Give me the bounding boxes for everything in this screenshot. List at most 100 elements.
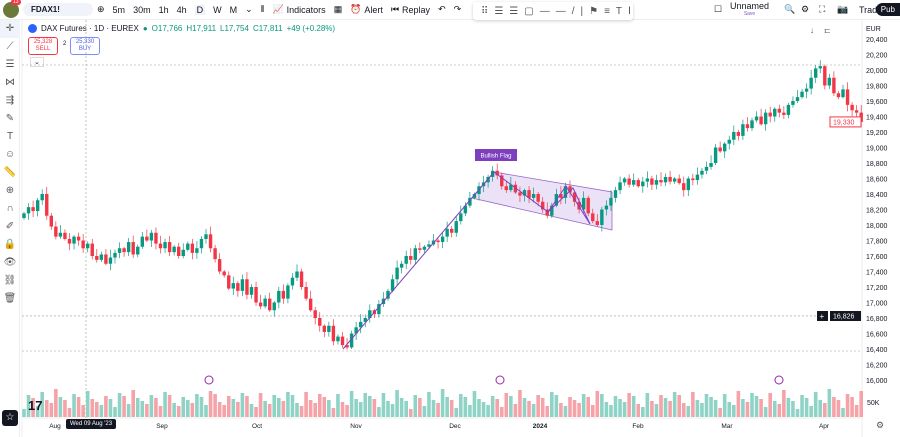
indicators-label: Indicators [286, 4, 326, 15]
emoji-icon[interactable]: ☺ [4, 149, 16, 160]
candle-body [104, 254, 108, 264]
camera-icon[interactable]: 📷 [837, 4, 849, 14]
tradingview-logo[interactable]: 17 [28, 398, 43, 413]
watchlist-star-icon[interactable]: ☆ [2, 410, 18, 426]
brush-icon[interactable]: ✎ [5, 113, 15, 124]
volume-bar [399, 398, 404, 417]
candle-body [40, 194, 44, 201]
text-icon[interactable]: T [6, 131, 14, 142]
candle-body [99, 254, 104, 260]
volume-bar [240, 393, 245, 417]
rectangle-icon[interactable]: ▢ [524, 5, 534, 17]
volume-bar [217, 402, 222, 417]
zoom-icon[interactable]: ⊕ [5, 185, 15, 196]
text-icon[interactable]: T [615, 5, 623, 17]
scroll-down-icon[interactable]: ↓ [810, 26, 814, 35]
indicators-button[interactable]: 📈 Indicators [272, 4, 325, 15]
parallel-channel-icon[interactable]: ☰ [494, 5, 504, 17]
fullscreen-icon[interactable]: ⛶ [819, 4, 826, 14]
trend-line-icon[interactable]: ⟋ [6, 41, 14, 52]
stay-drawing-icon[interactable]: ✐ [5, 221, 15, 232]
volume-bar [354, 399, 358, 417]
publish-button[interactable]: Pub [875, 3, 900, 16]
low-value: L17,754 [220, 24, 249, 33]
trash-icon[interactable]: 🗑 [3, 293, 17, 304]
volume-bar [40, 392, 44, 417]
alert-button[interactable]: ⏰ Alert [350, 4, 383, 15]
interval-4h[interactable]: 4h [176, 4, 187, 15]
pattern-icon[interactable]: ⋈ [5, 77, 15, 88]
price-tick-label: 18,800 [866, 161, 888, 168]
volume-bar [390, 404, 395, 417]
currency-select[interactable]: EUR [866, 26, 881, 33]
price-tick-label: 20,000 [866, 68, 888, 75]
templates-icon[interactable]: ▦ [333, 4, 343, 14]
volume-bar [295, 403, 299, 417]
crosshair-icon[interactable]: ✛ [0, 20, 20, 38]
chevron-down-icon[interactable]: ⌄ [245, 4, 253, 14]
redo-icon[interactable]: ↷ [453, 4, 462, 14]
fib-icon[interactable]: ☰ [5, 59, 15, 70]
interval-1h[interactable]: 1h [158, 4, 169, 15]
drag-handle-icon[interactable]: ⠿ [481, 5, 489, 17]
collapse-legend-icon[interactable]: ⌄ [30, 57, 44, 67]
candle-body [581, 197, 586, 210]
volume-bar [286, 392, 290, 417]
candle-body [622, 178, 627, 183]
replay-button[interactable]: ⏮ Replay [391, 4, 430, 15]
link-icon[interactable]: ⛓ [3, 275, 17, 286]
high-value: H17,911 [186, 24, 217, 33]
volume-bar [422, 406, 427, 417]
volume-bar [231, 399, 236, 417]
symbol-search[interactable]: FDAX1! [23, 3, 93, 16]
layout-checkbox-icon[interactable]: ☐ [714, 4, 723, 14]
flag-pattern-icon[interactable]: ⚑ [589, 5, 599, 17]
eye-icon[interactable]: 👁 [3, 257, 17, 268]
volume-bar [208, 391, 213, 417]
buy-button[interactable]: 25,330 BUY [70, 37, 100, 55]
undo-icon[interactable]: ↶ [438, 4, 446, 14]
interval-m[interactable]: M [229, 4, 238, 15]
volume-bar [322, 397, 327, 417]
quick-search-icon[interactable]: 🔍 [784, 4, 796, 14]
volume-bar [58, 397, 63, 417]
auto-scale-icon[interactable]: ⊏ [824, 26, 831, 35]
candle-body [854, 110, 859, 113]
lock-icon[interactable]: 🔒 [3, 239, 17, 250]
anchored-text-icon[interactable]: Ⅰ [628, 5, 631, 17]
sell-button[interactable]: 25,328 SELL [28, 37, 58, 55]
vertical-line-icon[interactable]: | [580, 5, 584, 17]
horizontal-ray-icon[interactable]: — [539, 5, 550, 17]
candle-body [459, 213, 463, 222]
fib-icon[interactable]: ≡ [604, 5, 610, 17]
layout-name[interactable]: Unnamed Save [730, 1, 769, 18]
trend-line-icon[interactable]: / [571, 5, 575, 17]
interval-30m[interactable]: 30m [133, 4, 151, 15]
chart-settings-icon[interactable]: ⚙ [876, 420, 885, 430]
avatar[interactable]: 13 [3, 0, 21, 18]
horizontal-line-icon[interactable]: — [555, 5, 566, 17]
interval-w[interactable]: W [213, 4, 222, 15]
interval-d[interactable]: D [194, 4, 206, 15]
add-symbol-icon[interactable]: ⊕ [97, 4, 105, 14]
time-tick-label: Aug [49, 423, 61, 430]
trade-button[interactable]: Trade [859, 4, 883, 15]
volume-bar [304, 392, 308, 417]
volume-bar [67, 408, 72, 417]
forecast-icon[interactable]: ⇶ [5, 95, 15, 106]
ruler-icon[interactable]: 📏 [3, 167, 17, 178]
volume-bar [813, 392, 818, 417]
magnet-icon[interactable]: ∩ [6, 203, 14, 214]
volume-bar [800, 395, 804, 417]
candle-body [149, 232, 154, 241]
layout-save[interactable]: Save [743, 10, 756, 17]
symbol-title[interactable]: DAX Futures · 1D · EUREX [41, 24, 139, 33]
settings-icon[interactable]: ⚙ [801, 4, 810, 14]
volume-bar [836, 400, 841, 417]
flagpole-trend-line [342, 171, 495, 350]
interval-5m[interactable]: 5m [112, 4, 126, 15]
regression-icon[interactable]: ☰ [509, 5, 519, 17]
candle-body [632, 180, 636, 185]
candles-icon[interactable]: ⫴ [260, 4, 265, 14]
